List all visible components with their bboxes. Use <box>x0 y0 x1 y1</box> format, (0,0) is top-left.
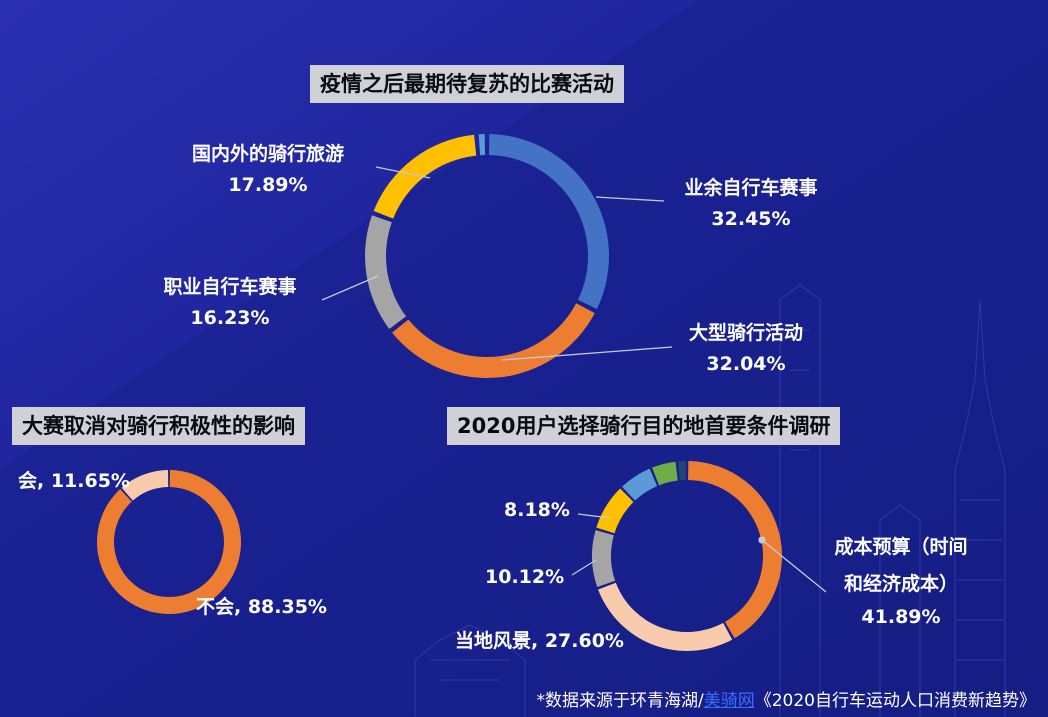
chart3-title: 2020用户选择骑行目的地首要条件调研 <box>447 407 841 445</box>
chart3-label-cost-line1: 成本预算（时间 <box>834 536 968 558</box>
source-prefix: *数据来源于环青海湖/ <box>536 691 704 711</box>
chart1-slice-4 <box>478 134 486 156</box>
chart3-label-cost: 成本预算（时间 和经济成本） 41.89% <box>806 532 996 628</box>
leader-line-travel <box>375 166 431 179</box>
chart1-label-pro: 职业自行车赛事 16.23% <box>130 272 330 329</box>
chart1-label-large-name: 大型骑行活动 <box>688 322 803 344</box>
leader-line-large <box>501 346 673 361</box>
leader-line-cost <box>761 539 827 593</box>
chart3-slice-2 <box>592 530 616 587</box>
chart1-label-large-value: 32.04% <box>706 353 786 375</box>
chart2-label-no: 不会, 88.35% <box>196 596 327 618</box>
chart1-label-pro-value: 16.23% <box>190 307 270 329</box>
chart2-title: 大赛取消对骑行积极性的影响 <box>12 407 305 445</box>
chart1-label-amateur: 业余自行车赛事 32.45% <box>656 173 846 230</box>
leader-line-yellow <box>577 513 611 519</box>
chart3-slice-4 <box>622 468 658 501</box>
chart2-label-yes: 会, 11.65% <box>18 470 130 492</box>
chart1-label-pro-name: 职业自行车赛事 <box>163 276 297 298</box>
chart3-label-gray: 10.12% <box>485 566 565 588</box>
leader-line-gray <box>571 559 597 576</box>
chart1-label-large: 大型骑行活动 32.04% <box>656 318 836 375</box>
chart3-slice-1 <box>598 582 733 652</box>
chart1-slice-1 <box>392 303 595 379</box>
donut-chart-2 <box>96 470 241 615</box>
chart1-label-amateur-name: 业余自行车赛事 <box>684 177 818 199</box>
chart3-slice-5 <box>652 461 678 486</box>
donut-chart-3 <box>592 461 782 652</box>
chart1-slice-0 <box>488 134 609 309</box>
chart3-label-cost-line2: 和经济成本） <box>843 573 958 595</box>
chart3-slice-3 <box>596 488 634 534</box>
chart1-label-travel-value: 17.89% <box>228 174 308 196</box>
chart3-slice-6 <box>678 461 686 481</box>
chart3-label-yellow: 8.18% <box>504 499 570 521</box>
chart1-label-travel: 国内外的骑行旅游 17.89% <box>168 139 368 196</box>
leader-dot-cost <box>758 536 766 544</box>
chart1-slice-2 <box>364 215 407 329</box>
chart1-label-travel-name: 国内外的骑行旅游 <box>191 143 344 165</box>
leader-lines <box>321 166 827 593</box>
chart2-slice-1 <box>121 470 169 501</box>
chart3-label-scenery: 当地风景, 27.60% <box>455 630 624 652</box>
source-suffix: 《2020自行车运动人口消费新趋势》 <box>754 691 1036 711</box>
source-link[interactable]: 美骑网 <box>703 691 755 711</box>
chart3-label-cost-value: 41.89% <box>861 606 941 628</box>
chart3-slice-0 <box>688 461 782 639</box>
chart1-slice-3 <box>373 134 477 219</box>
donut-chart-1 <box>364 134 609 379</box>
leader-line-amateur <box>595 196 665 202</box>
leader-line-pro <box>321 275 379 301</box>
chart1-title: 疫情之后最期待复苏的比赛活动 <box>310 65 624 103</box>
source-footnote: *数据来源于环青海湖/美骑网《2020自行车运动人口消费新趋势》 <box>537 686 1037 711</box>
chart1-label-amateur-value: 32.45% <box>711 208 791 230</box>
